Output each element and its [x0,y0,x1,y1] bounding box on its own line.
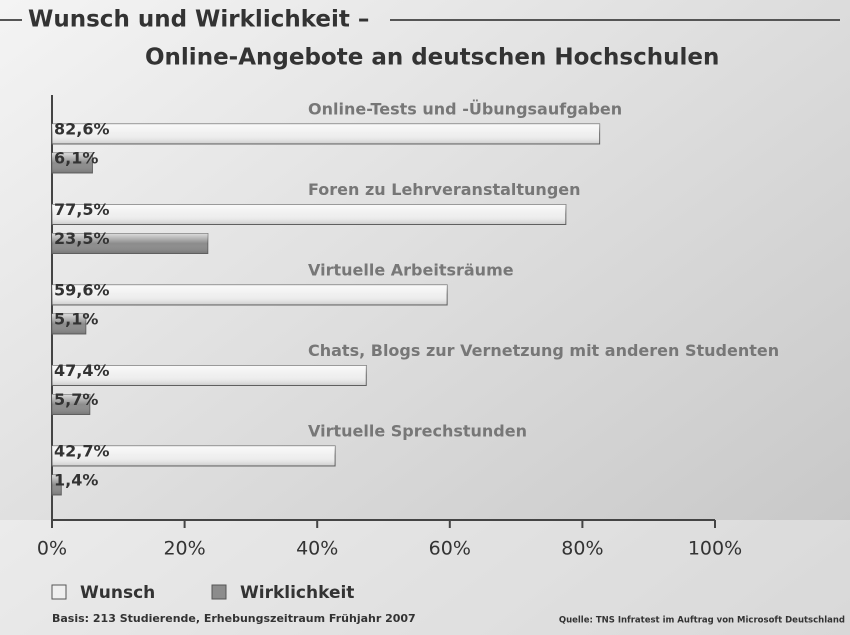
bar-shine [52,204,566,225]
basis-note: Basis: 213 Studierende, Erhebungszeitrau… [52,612,416,625]
source-note: Quelle: TNS Infratest im Auftrag von Mic… [559,616,845,626]
legend-label: Wunsch [80,583,155,603]
x-tick-label: 80% [561,538,603,560]
value-label: 47,4% [54,361,110,380]
value-label: 5,7% [54,390,98,409]
x-tick-label: 100% [688,538,742,560]
category-label: Virtuelle Sprechstunden [308,422,527,441]
value-label: 42,7% [54,442,110,461]
category-label: Foren zu Lehrveranstaltungen [308,180,581,199]
legend-swatch [211,584,227,600]
value-label: 1,4% [54,471,98,490]
category-label: Online-Tests und -Übungsaufgaben [308,100,622,119]
bar-shine [52,394,90,415]
value-label: 59,6% [54,281,110,300]
legend-label: Wirklichkeit [240,583,354,603]
x-tick-label: 0% [37,538,67,560]
bar-shine [52,446,336,466]
chart-title: Wunsch und Wirklichkeit – [28,7,369,33]
value-label: 82,6% [54,120,110,139]
legend-swatch [51,584,67,600]
value-label: 6,1% [54,149,98,168]
value-label: 5,1% [54,310,98,329]
bar-shine [52,365,367,386]
category-label: Chats, Blogs zur Vernetzung mit anderen … [308,341,779,360]
chart-subtitle: Online-Angebote an deutschen Hochschulen [145,45,719,71]
x-tick-label: 60% [429,538,471,560]
x-tick-label: 40% [296,538,338,560]
bar-shine [52,153,93,173]
value-label: 23,5% [54,229,110,248]
bar-shine [52,233,208,254]
bar-shine [52,314,86,334]
bar-shine [52,285,448,305]
category-label: Virtuelle Arbeitsräume [308,261,514,280]
value-label: 77,5% [54,200,110,219]
footer-band [0,520,850,635]
bar-shine [52,124,600,144]
bar-shine [52,475,62,495]
x-tick-label: 20% [163,538,205,560]
